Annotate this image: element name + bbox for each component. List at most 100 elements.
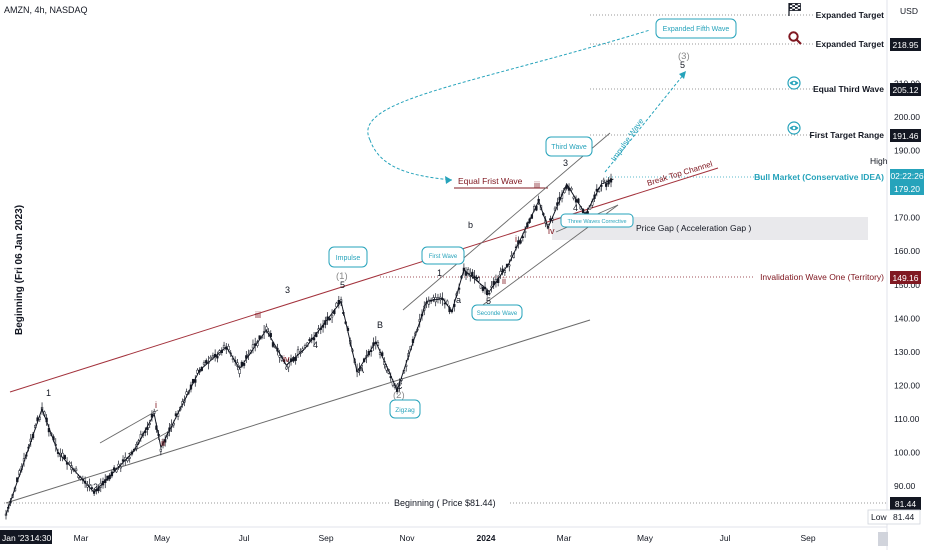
candle-body	[503, 270, 506, 274]
time-tick-mar-2024: Mar	[557, 533, 572, 543]
candle-body	[285, 366, 288, 370]
candle-body	[269, 333, 272, 338]
candle-body	[238, 369, 241, 374]
candle-body	[117, 463, 120, 467]
candle-body	[308, 339, 311, 341]
wave-label-ii-b: ii	[502, 276, 506, 286]
wave-label-5c: 5	[680, 60, 685, 70]
wave-label-p1: (1)	[336, 271, 348, 282]
magnifier-icon	[788, 31, 802, 45]
candle-body	[427, 299, 430, 305]
callout-first-wave[interactable]: First Wave	[421, 246, 465, 265]
candle-body	[196, 369, 199, 374]
candle-body	[209, 356, 212, 360]
price-tick-label: 190.00	[894, 146, 920, 156]
candle-body	[128, 456, 131, 459]
time-tick-jul-2023: Jul	[239, 533, 250, 543]
price-tag-time-text: 02:22:26	[890, 171, 923, 181]
high-label: High	[870, 156, 888, 166]
wave-label-iv-b: iv	[548, 226, 555, 236]
impulse-wave-label: Impulse Wave	[609, 116, 646, 163]
candle-body	[159, 448, 163, 452]
time-tick-jul-2024: Jul	[720, 533, 731, 543]
time-axis-start: Jan '23 14:30	[0, 530, 52, 544]
callout-third-wave[interactable]: Third Wave	[545, 136, 593, 157]
candle-body	[251, 344, 255, 349]
callout-third-wave-text: Third Wave	[551, 144, 587, 151]
time-tick-nov-2023: Nov	[399, 533, 415, 543]
time-tick-sep-2024: Sep	[800, 533, 815, 543]
candle-body	[185, 391, 188, 395]
price-tick-label: 160.00	[894, 246, 920, 256]
price-tag-expanded-text: 218.95	[893, 40, 919, 50]
candle-body	[205, 360, 208, 364]
low-value: 81.44	[893, 512, 915, 522]
beginning-date-label: Beginning (Fri 06 Jan 2023)	[14, 205, 25, 335]
callout-three-waves-text: Three Waves Corrective	[567, 219, 626, 225]
price-tick-label: 120.00	[894, 380, 920, 390]
time-tick-mar-2023: Mar	[74, 533, 89, 543]
channel-top-line	[9, 167, 719, 393]
equal-third-wave-label: Equal Third Wave	[813, 84, 884, 94]
candle-body	[216, 355, 219, 359]
time-tick-2024: 2024	[477, 533, 496, 543]
candle-body	[330, 314, 334, 318]
candle-body	[605, 183, 608, 187]
price-tick-label: 170.00	[894, 213, 920, 223]
wave-label-5: 5	[340, 280, 345, 290]
price-tick-label: 200.00	[894, 112, 920, 122]
candle-body	[121, 459, 125, 462]
candle-body	[278, 355, 281, 358]
expanded-wave-arc-bottom	[369, 139, 453, 181]
callout-zigzag-text: Zigzag	[395, 407, 415, 414]
time-tick-sep-2023: Sep	[318, 533, 333, 543]
candle-body	[328, 318, 331, 320]
small-channel-top	[99, 409, 159, 444]
candle-body	[68, 462, 71, 464]
candle-body	[508, 264, 511, 267]
expanded-target-label-top: Expanded Target	[816, 10, 884, 20]
candle-body	[222, 344, 226, 348]
candle-body	[570, 188, 573, 191]
impulse-projection-line	[604, 73, 685, 173]
price-tag-equal-third: 205.12	[890, 83, 921, 96]
callout-zigzag[interactable]: Zigzag	[389, 399, 421, 419]
candle-body	[477, 277, 480, 282]
callout-first-wave-text: First Wave	[429, 254, 458, 260]
checkered-flag-icon	[788, 3, 801, 16]
candle-body	[119, 466, 122, 469]
settings-corner[interactable]	[878, 532, 888, 546]
candle-body	[312, 337, 316, 341]
callout-expanded-fifth-wave[interactable]: Expanded Fifth Wave	[655, 18, 737, 39]
price-tick-label: 130.00	[894, 347, 920, 357]
impulse-channel-top	[402, 132, 611, 311]
wave-label-i: i	[155, 400, 157, 410]
price-tag-beginning-text: 81.44	[895, 499, 917, 509]
candle-body	[202, 362, 206, 365]
candle-body	[88, 484, 91, 486]
low-label: Low	[871, 512, 887, 522]
symbol-title: AMZN, 4h, NASDAQ	[4, 5, 88, 15]
callout-seconde-wave[interactable]: Seconde Wave	[471, 304, 523, 321]
wave-label-iv: iv	[283, 354, 290, 364]
callout-three-waves-corrective[interactable]: Three Waves Corrective	[560, 213, 634, 228]
candle-body	[74, 468, 78, 471]
price-tick-label: 110.00	[894, 414, 920, 424]
price-tag-first-target: 191.46	[890, 129, 921, 142]
price-tag-last-text: 179.20	[894, 184, 920, 194]
callout-impulse[interactable]: Impulse	[328, 246, 368, 268]
price-tag-expanded: 218.95	[890, 38, 921, 51]
price-tick-label: 140.00	[894, 313, 920, 323]
candle-body	[475, 276, 478, 280]
price-tag-equal-third-text: 205.12	[893, 85, 919, 95]
time-tick-may-2023: May	[154, 533, 171, 543]
price-tag-first-target-text: 191.46	[893, 131, 919, 141]
eye-icon	[787, 76, 801, 90]
candle-body	[486, 290, 489, 296]
candle-body	[77, 475, 80, 478]
wave-label-p2: (2)	[393, 390, 405, 401]
bull-market-label: Bull Market (Conservative IDEA)	[754, 172, 884, 182]
first-target-range-label: First Target Range	[810, 130, 885, 140]
currency-label[interactable]: USD	[900, 6, 918, 16]
